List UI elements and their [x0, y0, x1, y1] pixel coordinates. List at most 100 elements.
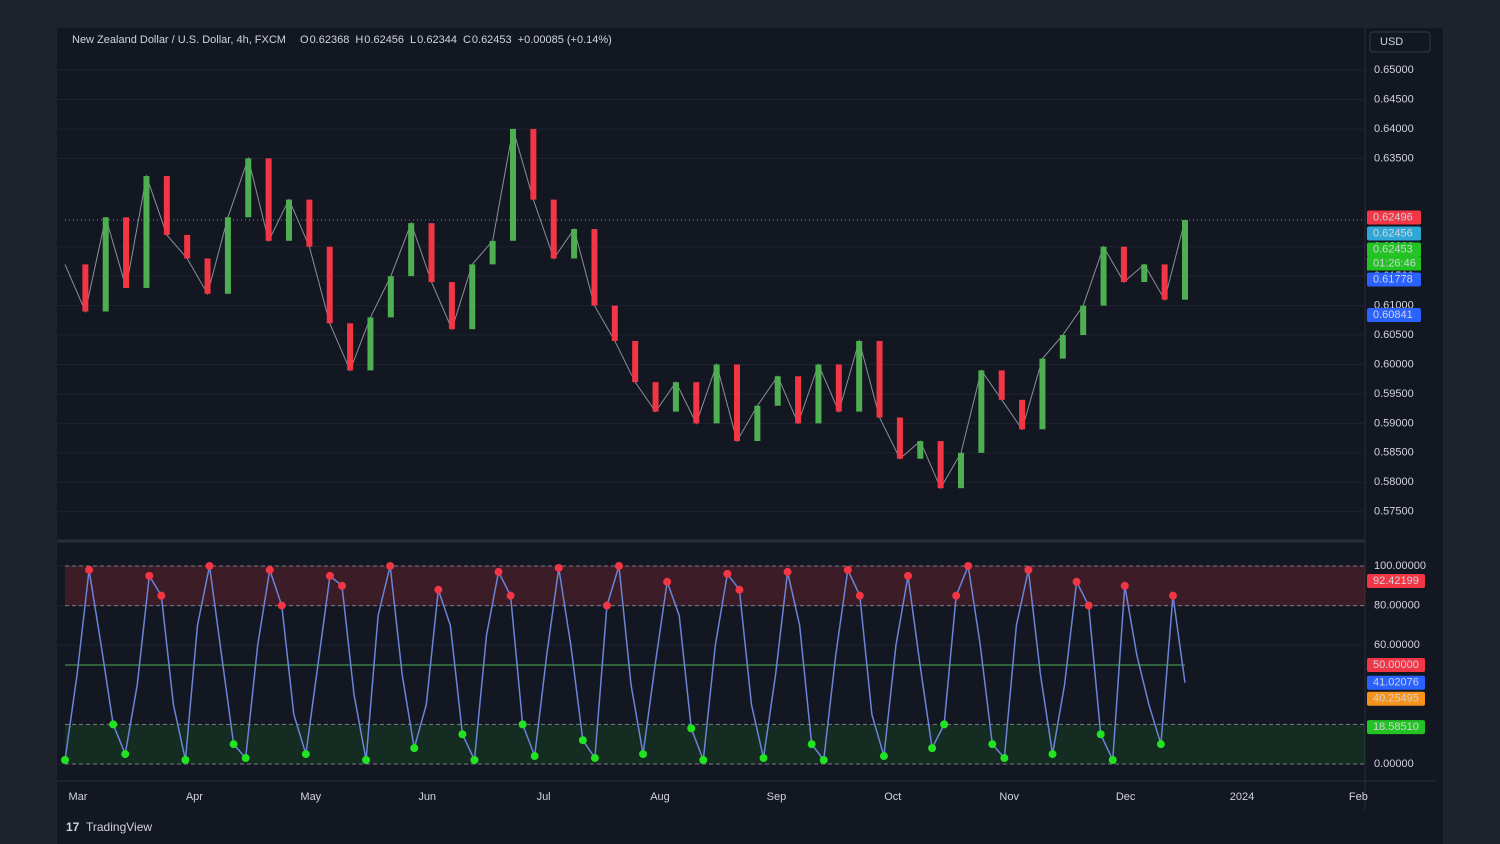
- candle: [611, 305, 618, 341]
- candle: [1080, 305, 1087, 336]
- oversold-dot: [1048, 750, 1057, 759]
- price-marker: [1367, 210, 1421, 225]
- price-marker: [1367, 272, 1421, 287]
- candle: [896, 417, 903, 459]
- osc-marker: [1367, 720, 1425, 735]
- countdown: 01:26:46: [1373, 257, 1416, 269]
- candle: [591, 229, 598, 306]
- oversold-dot: [879, 752, 888, 761]
- oversold-dot: [229, 740, 238, 749]
- overbought-dot: [205, 561, 214, 570]
- osc-marker-label: 40.25495: [1373, 693, 1419, 705]
- candle: [306, 199, 313, 247]
- price-marker-label: 0.61778: [1373, 273, 1413, 285]
- oversold-dot: [687, 724, 696, 733]
- candle: [693, 382, 700, 424]
- y-tick-label: 80.00000: [1374, 599, 1420, 611]
- overbought-dot: [952, 591, 961, 600]
- candle: [1059, 335, 1066, 359]
- overbought-dot: [265, 565, 274, 574]
- candle: [1182, 220, 1188, 300]
- currency-box: [1369, 31, 1431, 53]
- candle: [347, 323, 354, 371]
- oversold-dot: [181, 756, 190, 765]
- candle: [204, 258, 211, 294]
- overbought-dot: [554, 563, 563, 572]
- candle: [571, 229, 578, 259]
- candle: [265, 158, 272, 241]
- candle: [245, 158, 252, 218]
- overbought-dot: [1084, 601, 1093, 610]
- overbought-dot: [783, 567, 792, 576]
- y-tick-label: 0.58000: [1374, 476, 1414, 488]
- osc-marker: [1367, 657, 1425, 672]
- overbought-dot: [602, 601, 611, 610]
- candle: [469, 264, 476, 330]
- y-tick-label: 0.57500: [1374, 506, 1414, 518]
- y-tick-label: 0.59000: [1374, 417, 1414, 429]
- oversold-dot: [1000, 754, 1009, 763]
- price-marker: [1367, 307, 1421, 322]
- overbought-dot: [904, 571, 913, 580]
- oversold-dot: [759, 754, 768, 763]
- candle: [224, 217, 231, 294]
- candle: [1141, 264, 1148, 283]
- candle: [795, 376, 802, 424]
- x-tick-label: Nov: [999, 791, 1019, 803]
- oversold-dot: [362, 756, 371, 765]
- currency: USD: [1380, 36, 1403, 48]
- brand-logo: 17: [66, 820, 80, 834]
- price-marker-label: 0.62496: [1373, 211, 1413, 223]
- x-tick-label: Apr: [186, 791, 203, 803]
- ohlc-value: 0.62344: [417, 34, 457, 46]
- candle: [876, 340, 883, 418]
- overbought-dot: [855, 591, 864, 600]
- candle: [367, 317, 374, 371]
- zone: [65, 565, 1365, 606]
- overbought-dot: [494, 567, 503, 576]
- candle: [408, 223, 415, 277]
- overbought-dot: [325, 571, 334, 580]
- symbol-title: New Zealand Dollar / U.S. Dollar, 4h, FX…: [72, 34, 286, 46]
- candle: [428, 223, 435, 283]
- y-tick-label: 0.65000: [1374, 64, 1414, 76]
- oversold-dot: [470, 756, 479, 765]
- osc-marker: [1367, 675, 1425, 690]
- ohlc-key: C: [463, 34, 471, 46]
- x-tick-label: Dec: [1116, 791, 1136, 803]
- oversold-dot: [699, 756, 708, 765]
- oversold-dot: [819, 756, 828, 765]
- oversold-dot: [1156, 740, 1165, 749]
- candle: [184, 234, 191, 259]
- oversold-dot: [61, 756, 69, 765]
- candle: [734, 364, 740, 442]
- overbought-dot: [277, 601, 286, 610]
- candle: [1161, 264, 1168, 300]
- candle: [102, 217, 109, 312]
- y-tick-label: 0.60500: [1374, 329, 1414, 341]
- x-tick-label: Oct: [884, 791, 901, 803]
- overbought-dot: [1072, 577, 1081, 586]
- overbought-dot: [1168, 591, 1177, 600]
- x-tick-label: Mar: [69, 791, 88, 803]
- candle: [652, 382, 659, 412]
- ohlc-change: +0.00085 (+0.14%): [518, 34, 612, 46]
- candle: [387, 276, 394, 318]
- x-tick-label: Sep: [767, 791, 787, 803]
- oversold-dot: [590, 754, 599, 763]
- candle: [1100, 246, 1107, 306]
- candle: [998, 370, 1005, 400]
- y-tick-label: 0.59500: [1374, 388, 1414, 400]
- oversold-dot: [1108, 756, 1117, 765]
- chart-pane: [57, 28, 1443, 844]
- overbought-dot: [663, 577, 672, 586]
- price-marker: [1367, 226, 1421, 241]
- ohlc-key: H: [355, 34, 363, 46]
- overbought-dot: [434, 585, 443, 594]
- x-tick-label: 2024: [1230, 791, 1254, 803]
- oversold-dot: [410, 744, 419, 753]
- osc-marker-label: 41.02076: [1373, 677, 1419, 689]
- overbought-dot: [145, 571, 154, 580]
- brand: TradingView: [86, 820, 152, 834]
